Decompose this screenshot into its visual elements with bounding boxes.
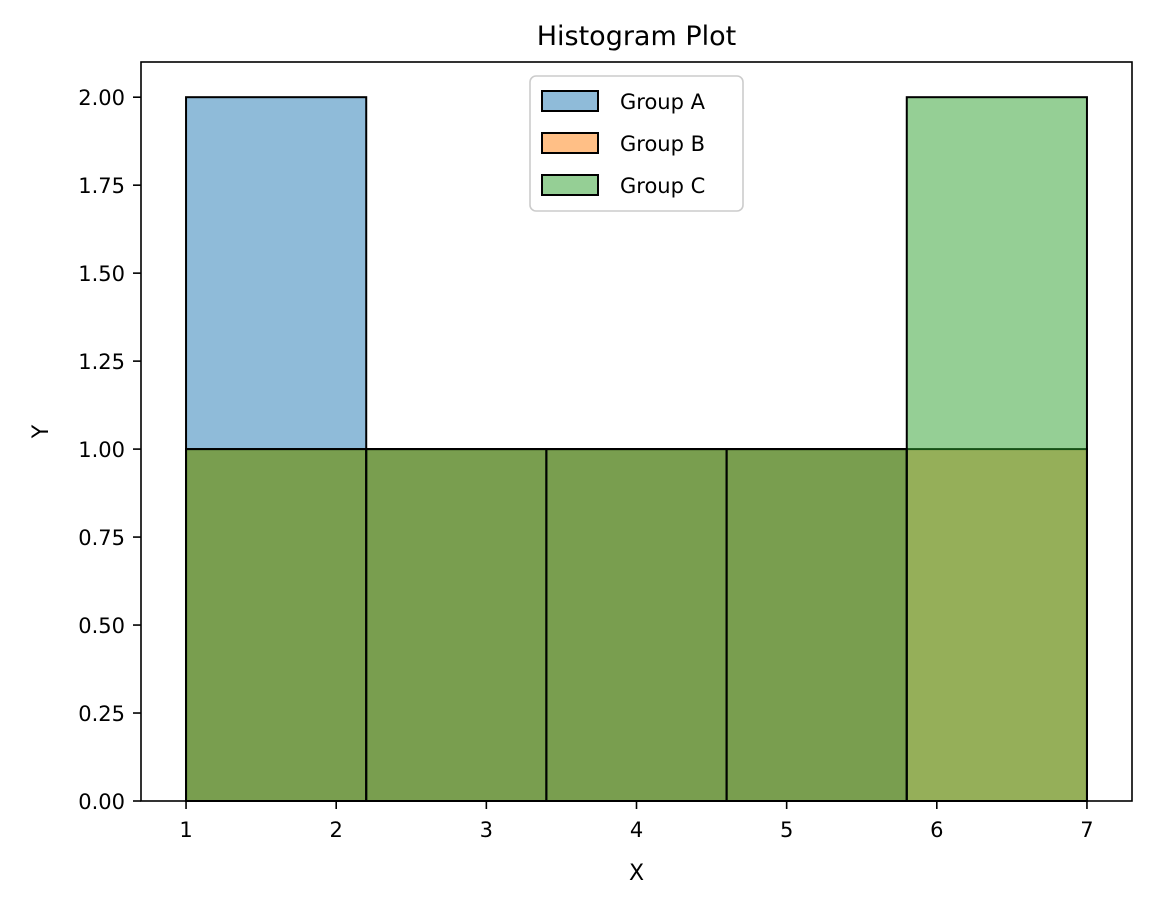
legend-swatch-group-a <box>541 90 599 112</box>
x-axis-label: X <box>629 861 644 886</box>
bar-group-c-bin-3 <box>545 448 728 802</box>
x-tick-label: 1 <box>179 818 192 842</box>
chart-title: Histogram Plot <box>537 21 737 52</box>
x-tick-label: 3 <box>480 818 493 842</box>
y-tick-label: 1.50 <box>78 262 125 286</box>
y-axis-ticks: 0.00 0.25 0.50 0.75 1.00 1.25 1.50 1.75 2.00 <box>78 86 141 814</box>
bar-group-c-bin-4 <box>725 448 908 802</box>
x-tick-label: 4 <box>630 818 643 842</box>
y-tick-label: 2.00 <box>78 86 125 110</box>
y-tick-label: 1.25 <box>78 350 125 374</box>
legend-swatch-group-c <box>541 174 599 196</box>
legend-label-group-a: Group A <box>620 90 706 114</box>
legend: Group A Group B Group C <box>529 75 744 212</box>
legend-swatch-group-b <box>541 132 599 154</box>
legend-label-group-c: Group C <box>620 174 705 198</box>
bar-group-c-bin-1 <box>185 448 368 802</box>
y-tick-label: 0.75 <box>78 526 125 550</box>
bar-group-c-bin-2 <box>365 448 548 802</box>
x-tick-label: 2 <box>330 818 343 842</box>
x-tick-label: 6 <box>930 818 943 842</box>
y-axis-label: Y <box>29 424 54 439</box>
y-tick-label: 0.00 <box>78 790 125 814</box>
y-tick-label: 1.00 <box>78 438 125 462</box>
legend-label-group-b: Group B <box>620 132 705 156</box>
x-tick-label: 7 <box>1080 818 1093 842</box>
y-tick-label: 0.50 <box>78 614 125 638</box>
y-tick-label: 0.25 <box>78 702 125 726</box>
bars-layer <box>185 96 1088 802</box>
x-tick-label: 5 <box>780 818 793 842</box>
bar-group-c-bin-5 <box>905 96 1088 802</box>
x-axis-ticks: 1 2 3 4 5 6 7 <box>179 801 1094 842</box>
y-tick-label: 1.75 <box>78 174 125 198</box>
